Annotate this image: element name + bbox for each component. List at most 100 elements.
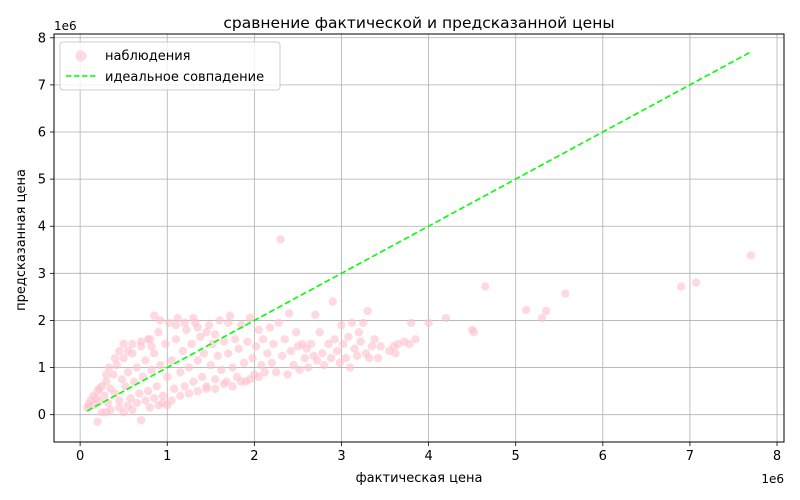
data-point xyxy=(330,335,339,344)
x-tick-label: 2 xyxy=(250,449,258,464)
data-point xyxy=(197,372,207,382)
data-point xyxy=(441,313,451,323)
data-point xyxy=(332,346,342,356)
data-point xyxy=(254,325,263,335)
x-tick-label: 5 xyxy=(512,449,520,464)
data-point xyxy=(258,335,268,344)
data-point xyxy=(210,375,220,384)
data-point xyxy=(189,377,198,386)
data-point xyxy=(182,325,191,335)
data-point xyxy=(163,372,172,382)
data-point xyxy=(271,368,281,377)
data-point xyxy=(424,318,433,328)
data-point xyxy=(345,363,355,372)
data-point xyxy=(193,386,202,396)
data-point xyxy=(251,342,261,351)
data-point xyxy=(89,391,98,401)
data-point xyxy=(276,235,285,244)
data-point xyxy=(132,363,141,372)
data-point xyxy=(300,353,310,363)
data-point xyxy=(411,335,420,344)
data-point xyxy=(147,365,156,375)
x-tick-label: 4 xyxy=(424,449,432,464)
data-point xyxy=(373,353,383,363)
data-point xyxy=(213,351,222,360)
x-tick-label: 3 xyxy=(337,449,345,464)
y-tick-label: 4 xyxy=(38,220,46,235)
data-point xyxy=(95,397,104,406)
data-point xyxy=(295,365,304,375)
data-point xyxy=(109,370,118,379)
data-point xyxy=(228,382,237,391)
legend-label-ideal: идеальное совпадение xyxy=(105,70,264,85)
data-point xyxy=(210,384,220,393)
data-point xyxy=(469,328,479,337)
data-point xyxy=(328,297,337,306)
data-point xyxy=(280,335,290,344)
data-point xyxy=(274,318,283,328)
data-point xyxy=(677,282,686,291)
data-point xyxy=(319,361,329,370)
data-point xyxy=(347,318,357,328)
data-point xyxy=(112,361,121,370)
data-point xyxy=(145,403,155,412)
data-point xyxy=(304,363,313,372)
data-point xyxy=(102,370,111,379)
data-point xyxy=(541,306,551,316)
y-axis-label: предсказанная цена xyxy=(14,169,29,311)
data-point xyxy=(210,330,220,339)
data-point xyxy=(164,318,174,328)
scatter-points xyxy=(82,235,756,426)
data-point xyxy=(128,405,137,415)
data-point xyxy=(217,365,226,375)
data-point xyxy=(156,316,165,325)
data-point xyxy=(196,332,205,342)
y-tick-label: 3 xyxy=(38,267,46,282)
data-point xyxy=(193,323,202,332)
data-point xyxy=(115,396,124,405)
plot-frame xyxy=(53,33,785,443)
data-point xyxy=(119,339,128,349)
data-point xyxy=(163,401,172,410)
data-point xyxy=(239,358,249,368)
data-point xyxy=(481,282,490,291)
data-point xyxy=(356,337,365,346)
data-point xyxy=(176,368,185,377)
y-tick-label: 6 xyxy=(38,125,46,140)
y-axis-offset-label: 1e6 xyxy=(54,19,77,33)
y-tick-label: 2 xyxy=(38,314,46,329)
data-point xyxy=(306,339,316,349)
data-point xyxy=(219,379,229,389)
data-point xyxy=(263,349,272,358)
data-point xyxy=(204,320,214,330)
data-point xyxy=(248,353,257,363)
data-point xyxy=(365,353,374,363)
data-point xyxy=(315,328,324,337)
data-point xyxy=(189,313,198,323)
data-point xyxy=(286,346,296,356)
x-tick-label: 8 xyxy=(773,449,781,464)
data-point xyxy=(344,332,353,342)
chart-title: сравнение фактической и предсказанной це… xyxy=(223,14,614,32)
data-point xyxy=(161,339,170,349)
data-point xyxy=(102,377,111,386)
data-point xyxy=(167,356,176,365)
data-point xyxy=(537,313,547,323)
data-point xyxy=(335,358,344,368)
data-point xyxy=(158,391,168,401)
data-point xyxy=(180,382,189,391)
data-point xyxy=(243,337,252,346)
data-point xyxy=(176,391,185,401)
data-point xyxy=(219,337,229,346)
data-point xyxy=(149,393,159,403)
data-point xyxy=(128,339,137,349)
data-point xyxy=(225,311,235,320)
data-point xyxy=(170,384,179,393)
data-point xyxy=(115,346,124,356)
data-point xyxy=(95,384,104,393)
data-point xyxy=(312,356,322,365)
data-point xyxy=(269,339,278,349)
data-point xyxy=(237,377,246,386)
data-point xyxy=(224,349,233,358)
data-point xyxy=(93,417,102,426)
